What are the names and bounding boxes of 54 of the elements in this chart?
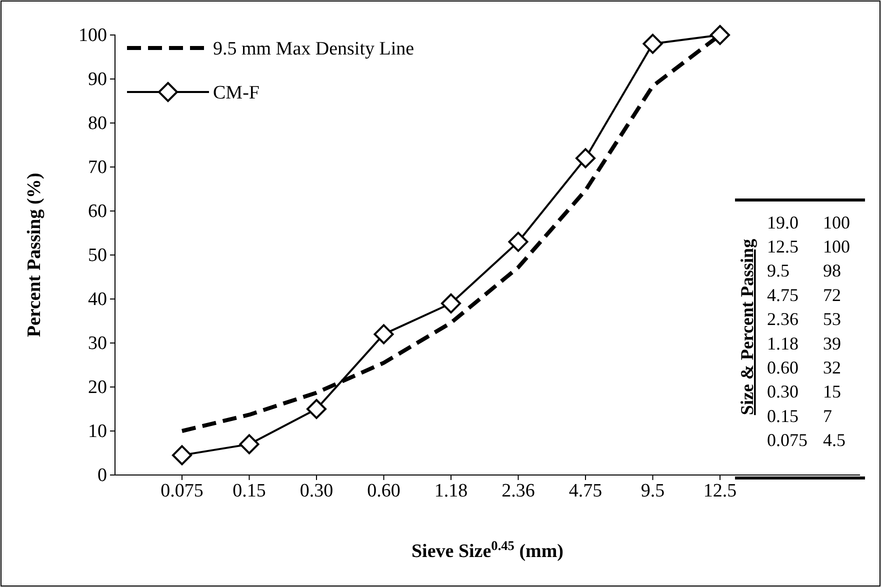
y-tick-label: 40: [88, 289, 107, 310]
x-tick-label: 0.075: [160, 480, 204, 502]
point: [306, 399, 326, 419]
x-axis-title: Sieve Size$^{0.45}$ (mm): [411, 538, 564, 562]
text: 9.5: [767, 260, 790, 281]
x-tick-label: 0.60: [367, 480, 400, 502]
point: [576, 148, 596, 168]
text: 100: [823, 212, 850, 232]
point: [172, 445, 192, 466]
text: 0.30: [767, 382, 798, 402]
text: 98: [823, 260, 841, 281]
y-tick-label: 90: [88, 69, 107, 90]
y-tick-label: 30: [88, 333, 107, 354]
text: 4.5: [823, 430, 846, 450]
y-tick-label: 10: [88, 421, 107, 442]
x-tick-label: 0.30: [300, 480, 334, 502]
text: 72: [823, 284, 841, 305]
x-tick-label: 2.36: [502, 480, 535, 502]
legend-label: 9.5 mm Max Density Line: [213, 38, 414, 60]
point: [374, 324, 394, 344]
y-tick-label: 50: [88, 245, 107, 266]
x-tick-label: 4.75: [568, 480, 602, 502]
text: 12.5: [767, 236, 798, 256]
text: 15: [823, 382, 841, 402]
y-tick-label: 0: [98, 465, 107, 486]
text: 2.36: [767, 309, 798, 330]
point: [508, 232, 528, 252]
text: 1.18: [767, 333, 798, 354]
text: 0.15: [767, 406, 798, 426]
text: 0.075: [767, 430, 808, 450]
point: [710, 25, 730, 45]
text: 19.0: [767, 212, 798, 232]
y-tick-label: 70: [88, 157, 107, 178]
y-tick-label: 80: [88, 113, 107, 134]
point: [441, 293, 461, 314]
text: 4.75: [767, 284, 798, 305]
text: 32: [823, 358, 841, 378]
x-tick-label: 1.18: [434, 480, 468, 502]
y-tick-label: 20: [88, 377, 107, 398]
text: 100: [823, 236, 850, 256]
text: 7: [823, 406, 832, 426]
annotation: Size & Percent Passing: [737, 238, 757, 416]
y-axis-title: Percent Passing (%): [24, 172, 45, 338]
text: 0.60: [767, 358, 798, 378]
text: 39: [823, 333, 841, 354]
x-tick-label: 0.15: [232, 480, 266, 502]
point: [239, 434, 260, 454]
x-tick-label: 9.5: [640, 480, 665, 502]
y-tick-label: 100: [78, 25, 107, 46]
y-tick-label: 60: [88, 201, 107, 222]
text: 53: [823, 309, 841, 330]
x-tick-label: 12.5: [703, 480, 737, 502]
point: [642, 34, 663, 54]
legend-label: CM-F: [213, 82, 260, 104]
